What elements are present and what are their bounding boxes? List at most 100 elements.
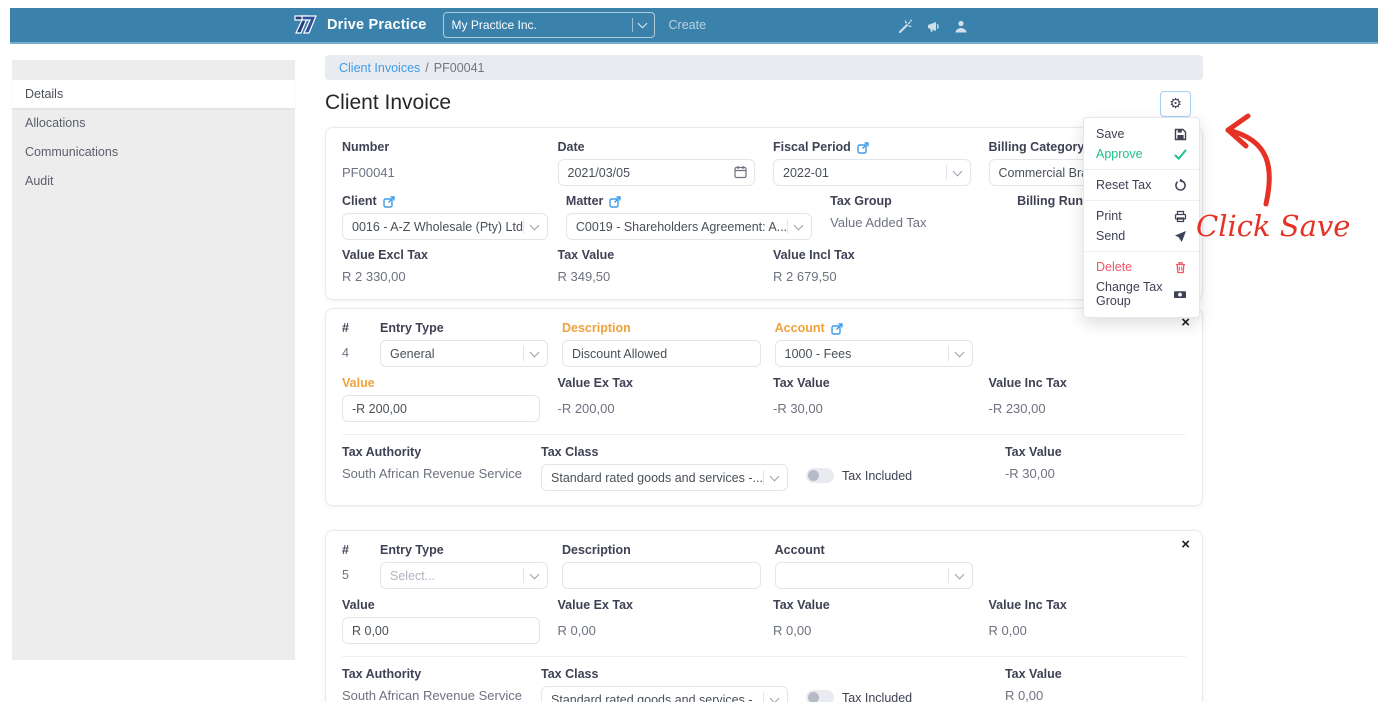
wand-icon[interactable] — [898, 19, 913, 34]
tax-class-label: Tax Class — [541, 667, 599, 681]
left-sidebar: Details Allocations Communications Audit — [12, 60, 295, 660]
sidebar-item-details[interactable]: Details — [12, 80, 295, 108]
chevron-down-icon — [529, 220, 540, 230]
menu-item-print[interactable]: Print — [1084, 206, 1199, 226]
practice-select[interactable]: My Practice Inc. — [442, 12, 655, 38]
select-divider — [631, 18, 633, 32]
tax-included-toggle[interactable] — [805, 690, 834, 702]
annotation-arrow — [1225, 127, 1272, 207]
sidebar-item-communications[interactable]: Communications — [25, 145, 119, 159]
value-input[interactable] — [342, 617, 540, 644]
tax-value: R 349,50 — [557, 269, 611, 284]
value-inc-tax: -R 230,00 — [988, 401, 1046, 416]
hash-label: # — [342, 543, 349, 557]
matter-select[interactable]: C0019 - Shareholders Agreement: A... — [565, 213, 813, 240]
check-icon — [1174, 149, 1187, 160]
edit-link-icon[interactable] — [383, 195, 395, 208]
line-tax-value: -R 30,00 — [1004, 466, 1055, 481]
tax-value: -R 30,00 — [773, 401, 823, 416]
undo-icon — [1175, 178, 1186, 191]
tax-included-label: Tax Included — [841, 468, 913, 483]
gear-button[interactable]: ⚙ — [1160, 91, 1191, 117]
gear-icon: ⚙ — [1169, 96, 1182, 112]
line-tax-value-label: Tax Value — [1004, 667, 1062, 681]
description-label: Description — [562, 321, 631, 335]
close-icon[interactable]: × — [1181, 314, 1190, 331]
page-title: Client Invoice — [325, 91, 452, 114]
practice-select-value: My Practice Inc. — [451, 18, 537, 32]
fiscal-period-label: Fiscal Period — [773, 140, 851, 154]
entry-type-select[interactable]: General — [380, 340, 548, 367]
account-select[interactable] — [774, 562, 974, 589]
value-incl-tax: R 2 679,50 — [773, 269, 837, 284]
tax-value: R 0,00 — [773, 623, 812, 638]
tax-included-label: Tax Included — [841, 690, 913, 702]
account-select[interactable]: 1000 - Fees — [774, 340, 974, 367]
tax-authority: South African Revenue Service — [342, 466, 522, 481]
client-select[interactable]: 0016 - A-Z Wholesale (Pty) Ltd — [342, 213, 548, 240]
megaphone-icon[interactable] — [926, 19, 941, 34]
account-label: Account — [774, 321, 825, 335]
menu-item-save[interactable]: Save — [1084, 124, 1199, 144]
tax-value-label: Tax Value — [773, 376, 830, 390]
top-navbar: Drive Practice My Practice Inc. Create — [10, 8, 1378, 44]
value-ex-tax: R 0,00 — [557, 623, 596, 638]
menu-item-reset-tax[interactable]: Reset Tax — [1084, 175, 1199, 195]
description-input[interactable] — [562, 562, 761, 589]
account-label: Account — [774, 543, 825, 557]
value-ex-tax-label: Value Ex Tax — [557, 376, 634, 390]
menu-divider — [1084, 200, 1199, 201]
entry-divider — [342, 434, 1186, 435]
chevron-down-icon — [637, 18, 647, 29]
tax-class-label: Tax Class — [541, 445, 599, 459]
user-icon[interactable] — [954, 19, 968, 34]
menu-item-change-tax-group[interactable]: Change Tax Group — [1084, 277, 1199, 311]
date-label: Date — [557, 140, 585, 154]
description-input[interactable] — [562, 340, 761, 367]
menu-item-delete[interactable]: Delete — [1084, 257, 1199, 277]
floppy-icon — [1174, 128, 1187, 140]
edit-link-icon[interactable] — [857, 141, 869, 154]
tax-value-label: Tax Value — [773, 598, 830, 612]
close-icon[interactable]: × — [1181, 536, 1190, 553]
gear-dropdown-menu: Save Approve Reset Tax Print Send Delete… — [1083, 117, 1200, 318]
menu-item-approve[interactable]: Approve — [1084, 144, 1199, 164]
annotation-text: Click Save — [1196, 209, 1350, 243]
value-incl-tax-label: Value Incl Tax — [773, 248, 855, 262]
chevron-down-icon — [793, 220, 804, 230]
entry-type-select[interactable]: Select... — [380, 562, 548, 589]
tax-included-toggle[interactable] — [805, 468, 834, 483]
date-input[interactable] — [557, 159, 755, 186]
breadcrumb-client-invoices-link[interactable]: Client Invoices — [339, 60, 421, 75]
menu-divider — [1084, 251, 1199, 252]
value-inc-tax: R 0,00 — [988, 623, 1027, 638]
billing-category-label: Billing Category — [988, 140, 1085, 154]
entry-type-label: Entry Type — [380, 321, 444, 335]
entry-number: 5 — [342, 568, 349, 582]
banknote-icon — [1174, 290, 1186, 298]
tax-class-select[interactable]: Standard rated goods and services -... — [541, 686, 788, 702]
invoice-header-card: Number PF00041 Date Fiscal Period — [325, 127, 1203, 300]
client-label: Client — [342, 194, 377, 208]
value-ex-tax-label: Value Ex Tax — [557, 598, 634, 612]
menu-item-send[interactable]: Send — [1084, 226, 1199, 246]
brand-name: Drive Practice — [327, 17, 427, 33]
tax-group-label: Tax Group — [830, 194, 892, 208]
sidebar-item-allocations[interactable]: Allocations — [25, 116, 86, 130]
entry-card-4: × # 4 Entry Type General Description — [325, 308, 1203, 506]
tax-value-label: Tax Value — [557, 248, 615, 262]
edit-link-icon[interactable] — [830, 322, 843, 335]
create-menu[interactable]: Create — [668, 18, 707, 32]
main-content: Client Invoices / PF00041 Client Invoice… — [325, 55, 1203, 702]
number-label: Number — [342, 140, 390, 154]
line-tax-value: R 0,00 — [1004, 688, 1044, 702]
tax-class-select[interactable]: Standard rated goods and services -... — [541, 464, 788, 491]
fiscal-period-select[interactable]: 2022-01 — [773, 159, 971, 186]
edit-link-icon[interactable] — [609, 195, 622, 208]
value-ex-tax: -R 200,00 — [557, 401, 615, 416]
breadcrumb-current: PF00041 — [433, 60, 485, 75]
value-input[interactable] — [342, 395, 540, 422]
sidebar-item-audit[interactable]: Audit — [25, 174, 54, 188]
value-excl-tax-label: Value Excl Tax — [342, 248, 428, 262]
